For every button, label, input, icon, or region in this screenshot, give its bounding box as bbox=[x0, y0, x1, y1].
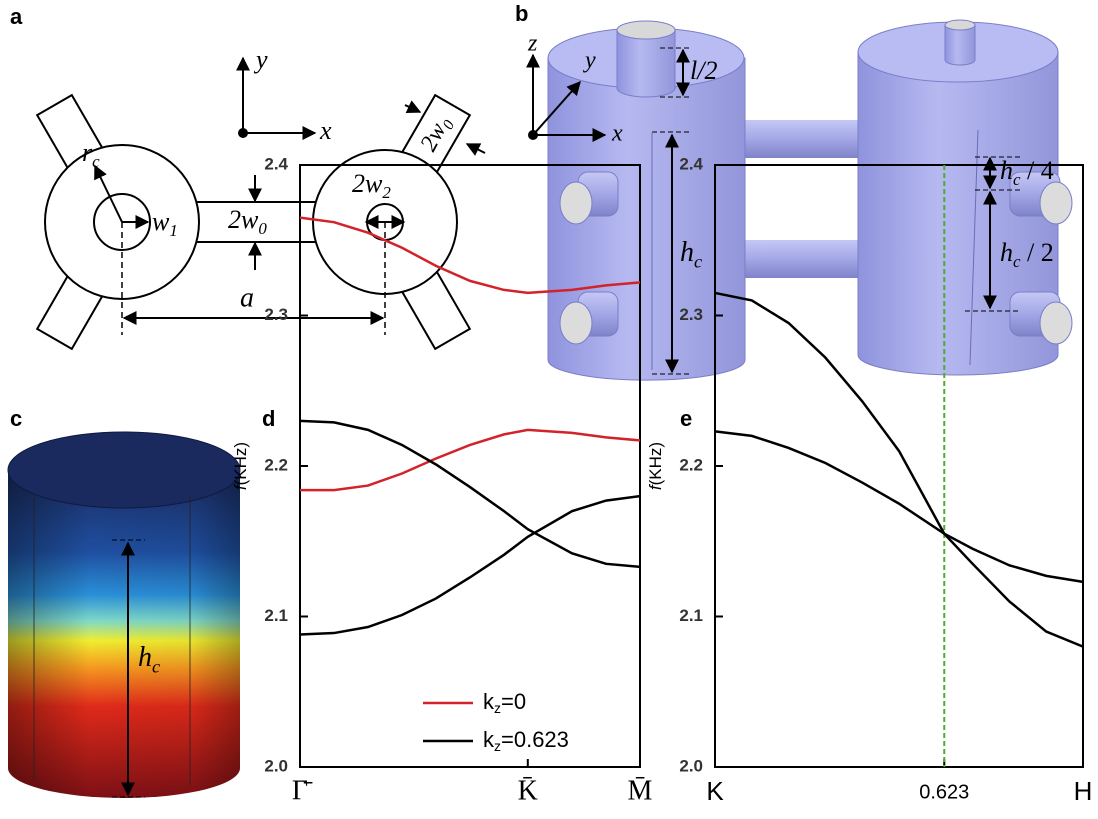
dimension-label-sub: c bbox=[152, 657, 160, 677]
y-axis-label-rest: (KHz) bbox=[646, 442, 665, 485]
y-axis-label: f(KHz) bbox=[646, 442, 665, 490]
dimension-label: hc / 4 bbox=[1000, 156, 1054, 189]
axis-label: y bbox=[253, 45, 268, 74]
y-tick-label: 2.2 bbox=[679, 455, 703, 474]
axis-label: z bbox=[527, 31, 538, 57]
dimension-label-sub: c bbox=[92, 152, 100, 171]
y-tick-label: 2.3 bbox=[679, 305, 703, 324]
dimension-label-main: h bbox=[1000, 238, 1013, 267]
dimension-label-sub: 0 bbox=[258, 219, 267, 238]
x-tick-label: H bbox=[1074, 776, 1093, 806]
axis-label: y bbox=[583, 48, 596, 74]
legend-label-rest: =0 bbox=[501, 689, 526, 714]
dimension-label-main: 2w bbox=[352, 169, 383, 198]
legend-label-sub: z bbox=[494, 700, 501, 716]
legend-label-rest: =0.623 bbox=[501, 727, 569, 752]
dimension-label-sub: 1 bbox=[169, 221, 177, 240]
x-tick-label: Γ̄ bbox=[292, 775, 313, 806]
legend-label: kz=0 bbox=[483, 689, 526, 716]
x-tick-label: K bbox=[706, 776, 724, 806]
x-tick-label: K̄ bbox=[518, 775, 538, 806]
band-line bbox=[300, 421, 640, 567]
legend-label: kz=0.623 bbox=[483, 727, 569, 754]
dimension-label: hc / 2 bbox=[1000, 238, 1054, 271]
dimension-label-sub: c bbox=[694, 252, 702, 272]
panel-label: b bbox=[515, 1, 528, 26]
y-tick-label: 2.3 bbox=[264, 305, 288, 324]
y-tick-label: 2.4 bbox=[679, 154, 703, 173]
page: {"panels": { "a": {"label": "a", "axis_y… bbox=[0, 0, 1098, 819]
panel-label: a bbox=[10, 4, 23, 29]
dimension-label-main: w bbox=[152, 207, 170, 236]
y-axis-label: f(KHz) bbox=[231, 442, 250, 490]
x-tick-label: 0.623 bbox=[919, 781, 969, 803]
dimension-label-rest: / 2 bbox=[1021, 238, 1054, 267]
y-tick-label: 2.2 bbox=[264, 455, 288, 474]
figure: abcdeyxrcw12w02w22w0azyxl/2hc / 4hchc / … bbox=[0, 0, 1098, 819]
y-tick-label: 2.4 bbox=[264, 154, 288, 173]
dimension-label-rest: / 4 bbox=[1021, 156, 1054, 185]
dimension-label-main: 2w bbox=[228, 205, 259, 234]
y-tick-label: 2.0 bbox=[264, 756, 288, 775]
band-line bbox=[715, 431, 1083, 582]
dimension-label-main: h bbox=[1000, 156, 1013, 185]
y-tick-label: 2.0 bbox=[679, 756, 703, 775]
dimension-label-main: h bbox=[680, 237, 694, 268]
y-tick-label: 2.1 bbox=[679, 606, 703, 625]
legend-label-sub: z bbox=[494, 738, 501, 754]
y-tick-label: 2.1 bbox=[264, 606, 288, 625]
dimension-label: a bbox=[240, 282, 254, 313]
panel-label: e bbox=[680, 406, 692, 431]
panel-a-geometry bbox=[37, 58, 485, 349]
band-line bbox=[300, 430, 640, 490]
dimension-label-sub: 2 bbox=[382, 183, 391, 202]
band-line bbox=[300, 496, 640, 634]
axis-label: x bbox=[319, 116, 332, 145]
panel-label: c bbox=[10, 406, 22, 431]
dimension-label-main: h bbox=[138, 642, 152, 673]
x-tick-label: M̄ bbox=[628, 775, 653, 806]
panel-c-geometry bbox=[8, 432, 240, 798]
panel-b-geometry bbox=[528, 20, 1072, 380]
panel-label: d bbox=[262, 406, 275, 431]
y-axis-label-rest: (KHz) bbox=[231, 442, 250, 485]
dimension-label: l/2 bbox=[690, 56, 717, 85]
axis-label: x bbox=[611, 121, 623, 147]
